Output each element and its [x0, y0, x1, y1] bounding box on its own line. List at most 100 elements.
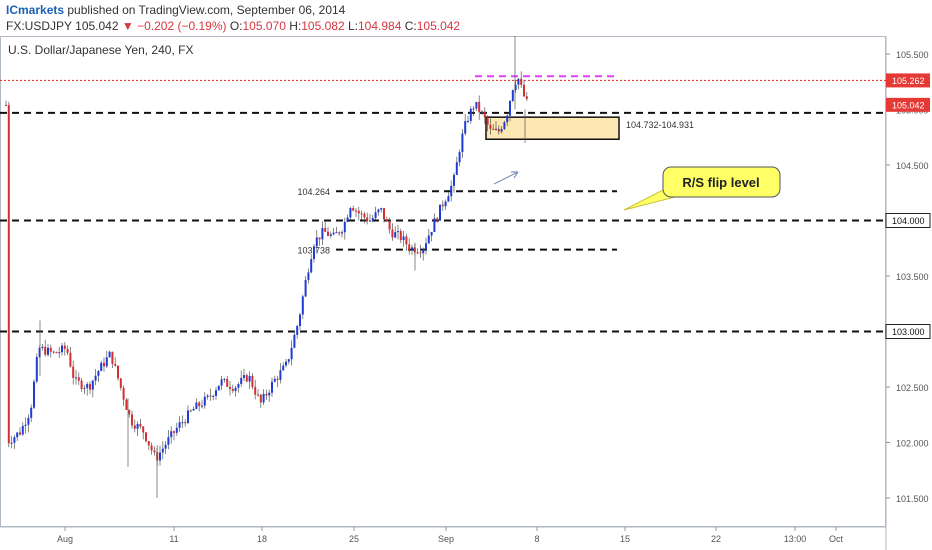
ohlc-line: FX:USDJPY 105.042 ▼ −0.202 (−0.19%) O:10… [6, 19, 460, 33]
candle [371, 214, 374, 223]
candle [243, 368, 245, 382]
candle [44, 339, 47, 357]
candle-body [469, 108, 472, 121]
candle-body [360, 213, 363, 215]
candle [245, 373, 248, 383]
candle [388, 217, 391, 234]
open-value: 105.070 [242, 19, 286, 33]
candle [343, 217, 346, 240]
candle [66, 345, 69, 355]
x-tick-label: 18 [257, 534, 267, 544]
candle-body [184, 422, 187, 424]
candle [397, 224, 399, 240]
candle-body [517, 78, 520, 85]
candle [75, 370, 77, 385]
candle-body [439, 204, 441, 221]
candle [167, 430, 170, 450]
axis-level-label: 104.000 [892, 216, 925, 226]
candle [128, 409, 131, 418]
candle-body [383, 208, 385, 220]
candle-body [89, 384, 91, 390]
candle-body [324, 227, 327, 232]
candle [237, 382, 240, 393]
candle [450, 180, 453, 202]
candle-body [464, 121, 467, 134]
candle-body [486, 117, 489, 125]
candle-body [262, 393, 265, 403]
candle-body [175, 427, 178, 433]
candle [321, 221, 324, 246]
y-tick-label: 103.500 [896, 272, 929, 282]
candle-body [467, 120, 469, 122]
candle [467, 115, 469, 124]
candle-body [226, 378, 229, 387]
candle-body [374, 212, 377, 219]
candle-body [525, 96, 528, 100]
x-tick-label: 11 [169, 534, 178, 544]
candle [97, 370, 100, 382]
candle-body [268, 392, 271, 396]
candle [287, 358, 290, 365]
candle-body [495, 128, 497, 130]
candle [41, 344, 44, 351]
candle-body [265, 393, 268, 396]
candle-body [422, 249, 425, 254]
candle-body [164, 444, 167, 449]
candle [27, 414, 30, 433]
candle-body [506, 115, 509, 123]
candle [35, 353, 38, 384]
candle-body [254, 386, 257, 395]
candle [198, 401, 201, 412]
candle-body [296, 325, 299, 335]
candle-body [276, 378, 279, 380]
candle [408, 238, 411, 255]
candle-body [313, 246, 315, 260]
price-chart[interactable]: U.S. Dollar/Japanese Yen, 240, FX 104.73… [0, 36, 932, 550]
candle-body [150, 445, 153, 451]
candle-body [189, 410, 192, 412]
candle-body [187, 410, 189, 424]
candle [503, 120, 506, 131]
candle-body [58, 352, 61, 354]
candle-body [223, 378, 226, 380]
candle-body [514, 84, 517, 91]
candle [131, 410, 133, 429]
candle [103, 357, 105, 372]
candle-body [405, 236, 408, 245]
candle-body [38, 348, 41, 358]
candle-body [355, 210, 357, 212]
candle-body [61, 345, 63, 353]
candle [416, 248, 419, 255]
candle-body [481, 111, 483, 113]
candle [514, 80, 517, 93]
candle [265, 389, 268, 400]
y-tick-label: 105.500 [896, 50, 929, 60]
candle [119, 377, 122, 391]
candle-body [5, 105, 7, 107]
candle-body [380, 208, 383, 210]
candle [142, 425, 145, 440]
candle-body [52, 351, 55, 353]
candle [394, 226, 397, 239]
candle [175, 422, 178, 436]
candle-body [229, 386, 231, 389]
candle [299, 312, 301, 331]
y-tick-label: 102.500 [896, 383, 929, 393]
candle-body [332, 232, 335, 235]
candle-body [203, 396, 206, 406]
candle [453, 172, 455, 193]
candle-body [75, 377, 77, 379]
publisher-name[interactable]: ICmarkets [6, 3, 65, 17]
candle-body [315, 237, 318, 247]
candle [273, 375, 276, 383]
candle [161, 441, 164, 460]
candle-body [212, 395, 215, 397]
candle-body [394, 232, 397, 238]
candle [441, 200, 444, 211]
candle [338, 231, 341, 237]
candle-body [114, 363, 117, 366]
candle [209, 388, 212, 401]
candle [399, 228, 402, 244]
candle [525, 92, 528, 101]
candle [268, 389, 271, 402]
